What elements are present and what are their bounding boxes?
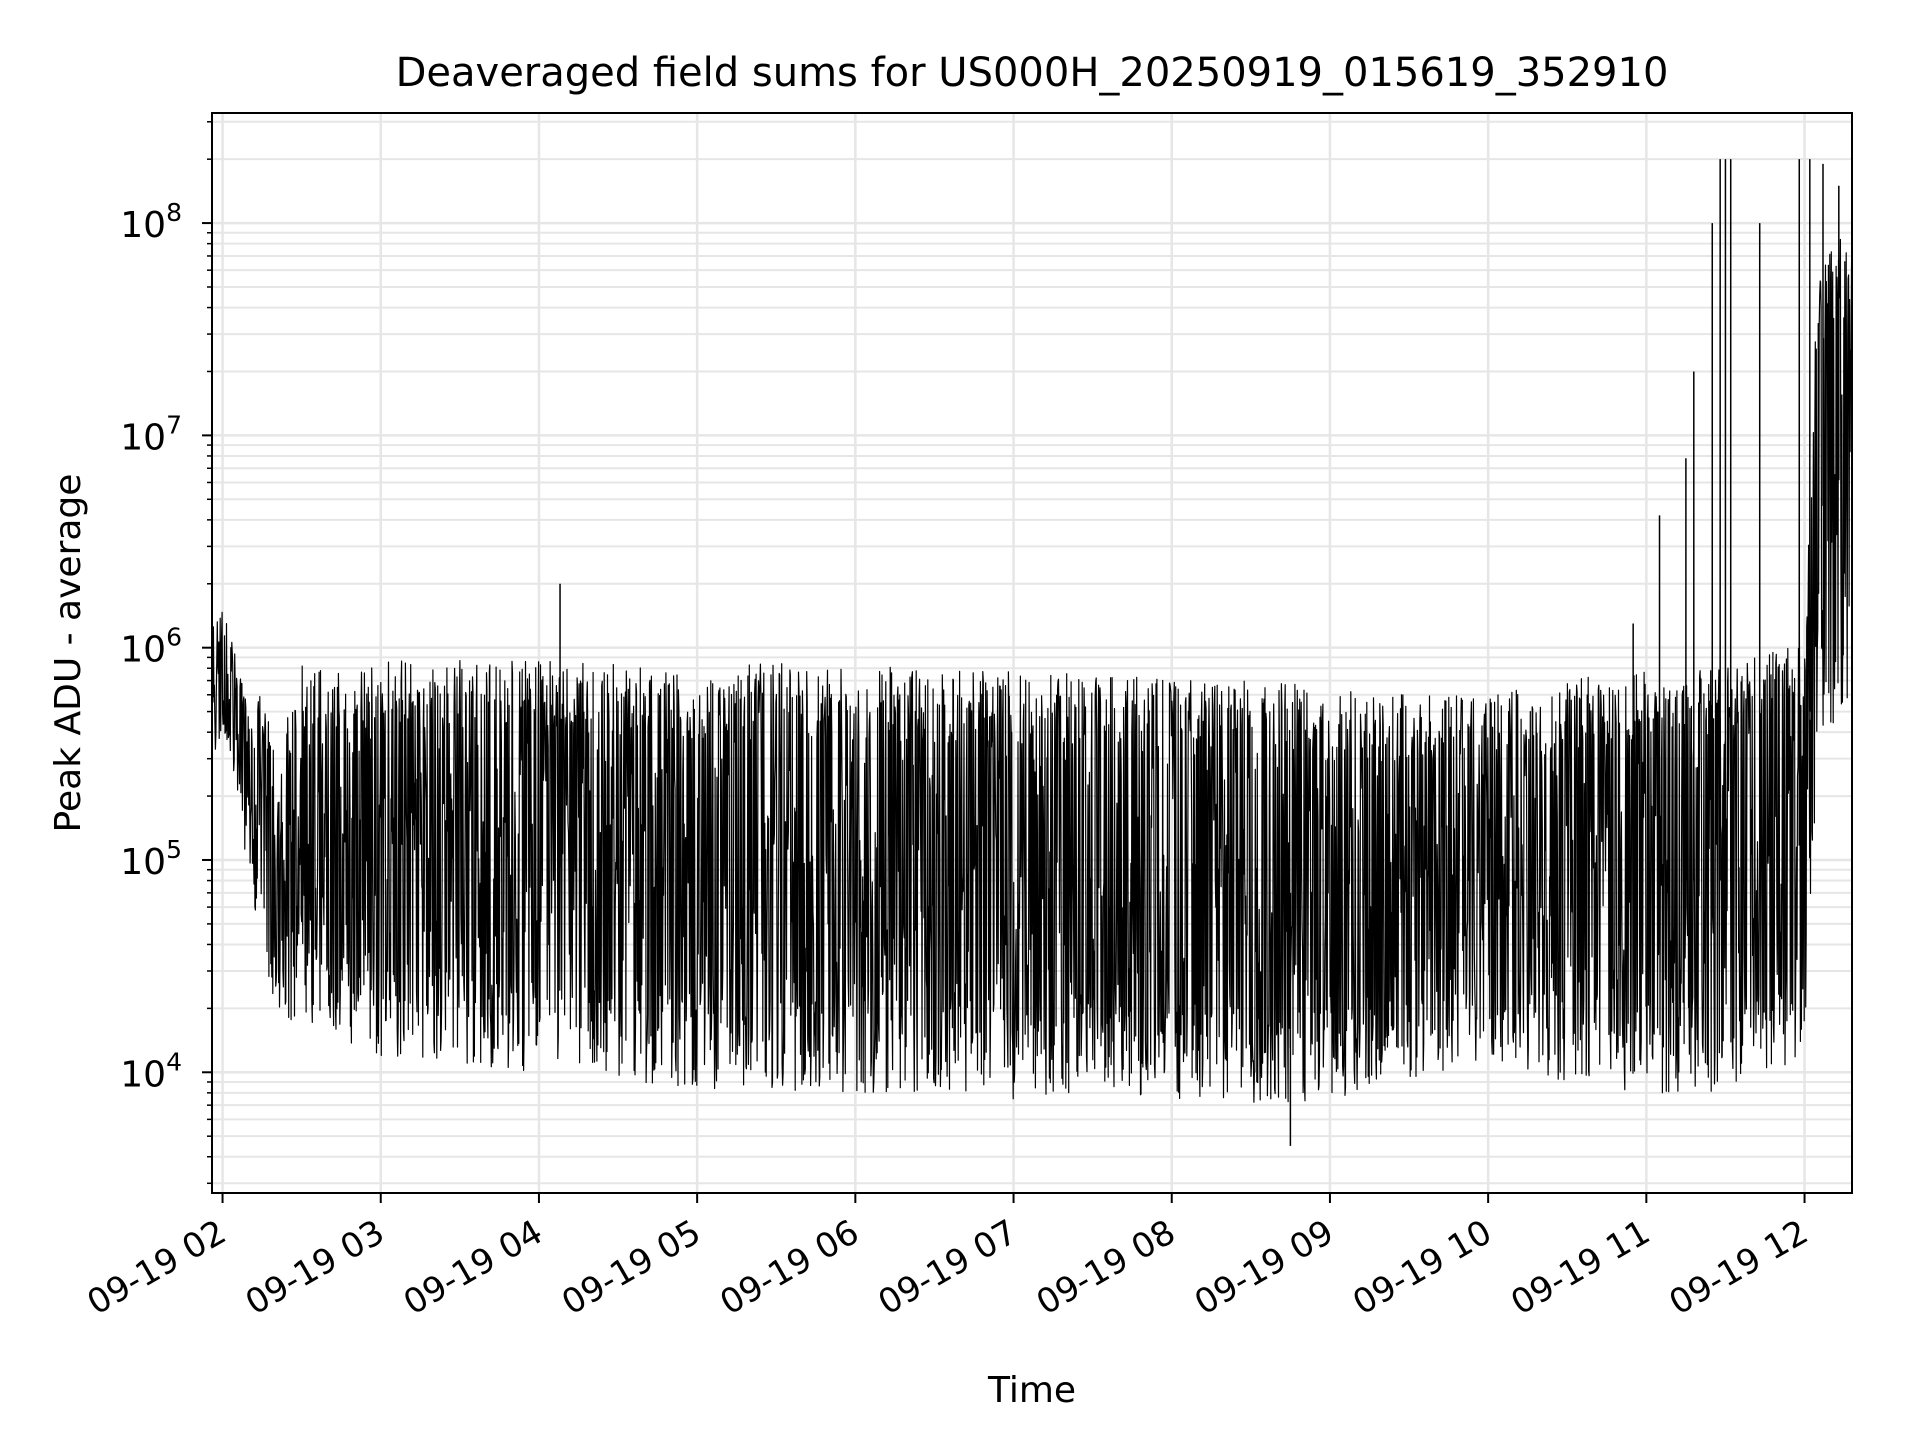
x-axis-label: Time: [987, 1370, 1076, 1411]
y-axis-label: Peak ADU - average: [48, 474, 89, 833]
y-tick-label: 106: [120, 623, 182, 671]
y-axis-ticks: 104 105 106 107 108: [120, 121, 212, 1185]
series-path: [211, 223, 1853, 1103]
y-tick-label: 108: [120, 198, 182, 246]
y-tick-label: 105: [120, 835, 182, 883]
y-tick-label: 104: [120, 1047, 182, 1095]
y-tick-label: 107: [120, 410, 182, 458]
chart-title: Deaveraged field sums for US000H_2025091…: [396, 50, 1669, 96]
plot-frame: [211, 112, 1853, 1194]
series-line: [211, 159, 1853, 1146]
